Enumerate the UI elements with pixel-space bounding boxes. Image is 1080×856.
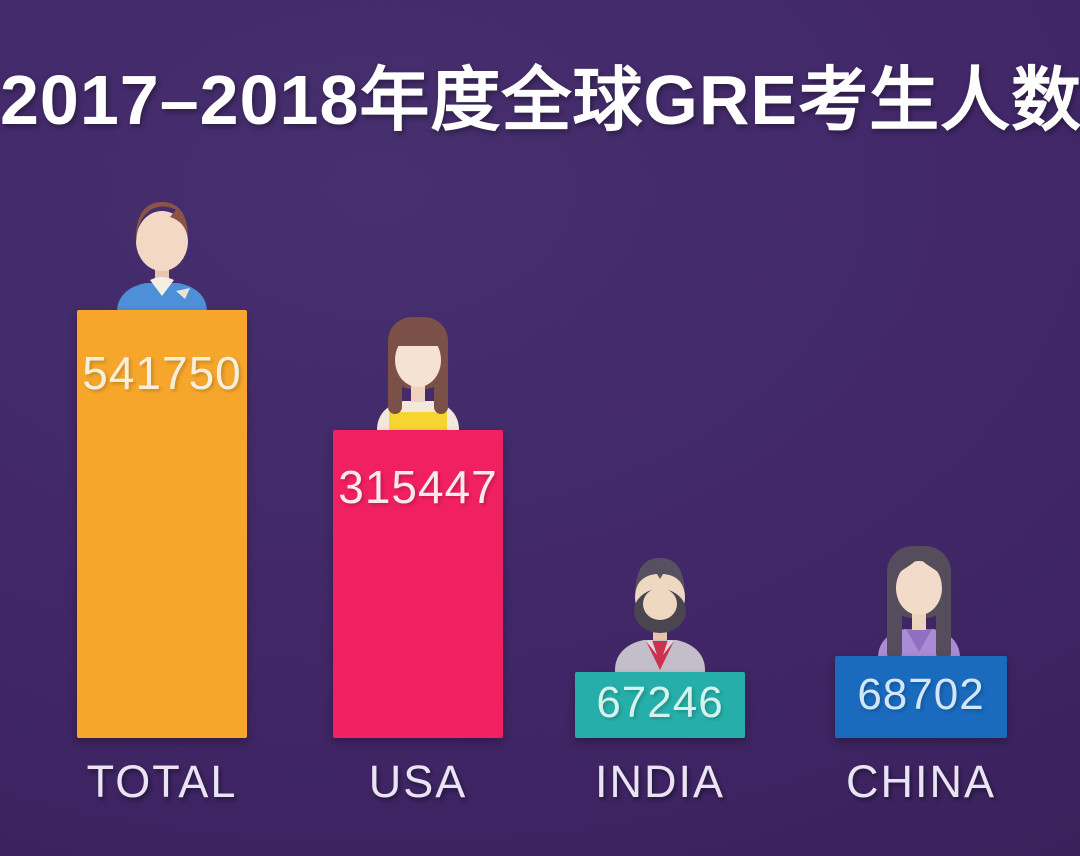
country-label-usa: USA	[368, 756, 468, 807]
bar-india: 67246	[575, 672, 745, 738]
bar-usa: 315447	[333, 430, 503, 738]
value-label-india: 67246	[596, 678, 724, 727]
person-india-man-icon	[615, 558, 705, 682]
person-china-woman-icon	[878, 546, 960, 670]
chart-title: 2017–2018年度全球GRE考生人数	[0, 61, 1080, 139]
value-label-total: 541750	[82, 347, 242, 399]
person-total-man-icon	[117, 202, 207, 326]
bar-china: 68702	[835, 656, 1007, 738]
value-label-usa: 315447	[338, 461, 498, 513]
bar-total: 541750	[77, 310, 247, 738]
country-label-china: CHINA	[845, 756, 996, 807]
person-usa-woman-icon	[377, 317, 459, 442]
country-label-total: TOTAL	[86, 756, 238, 807]
country-label-india: INDIA	[594, 756, 725, 807]
value-label-china: 68702	[857, 670, 985, 719]
